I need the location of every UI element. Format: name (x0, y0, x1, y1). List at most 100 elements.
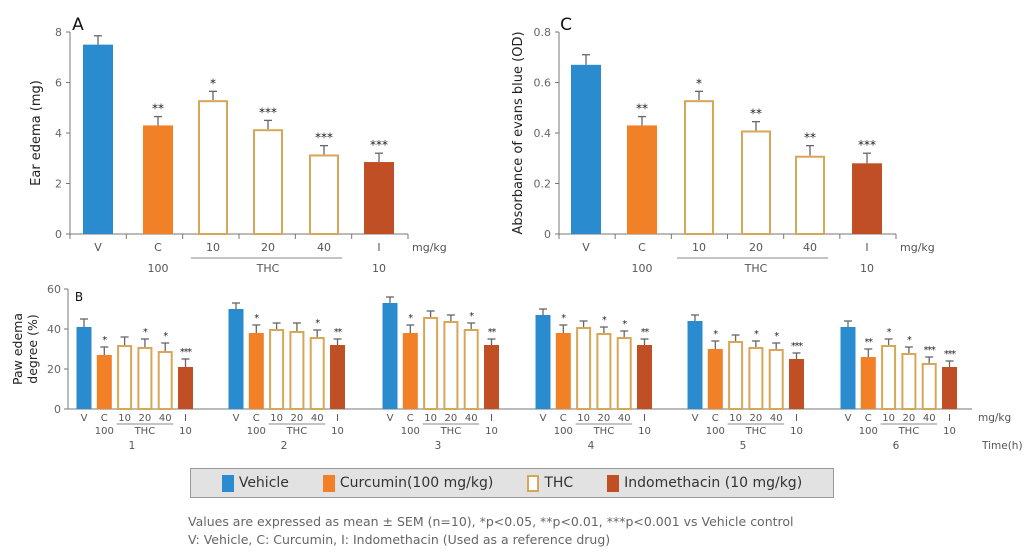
bar-10 (423, 317, 439, 410)
x-category-label: C (101, 413, 108, 424)
time-point-label: 6 (893, 440, 900, 452)
dose-label: 100 (95, 426, 114, 437)
x-category-label: 10 (424, 413, 437, 424)
x-category-label: I (795, 413, 798, 424)
x-category-label: C (712, 413, 719, 424)
x-category-label: 40 (311, 413, 324, 424)
x-category-label: V (540, 413, 547, 424)
y-tick-label: 0 (54, 403, 61, 416)
thc-group-label: THC (286, 426, 308, 437)
bar-20 (137, 347, 153, 410)
significance-label: ** (641, 327, 650, 338)
x-category-label: V (582, 241, 590, 254)
bar-V (687, 321, 703, 409)
bar-40 (795, 155, 825, 236)
bar-V (83, 44, 113, 234)
x-category-label: C (560, 413, 567, 424)
legend-item-thc: THC (527, 474, 574, 492)
legend-label: THC (544, 475, 574, 491)
dose-label: 100 (247, 426, 266, 437)
significance-label: * (163, 331, 168, 342)
time-point-label: 2 (281, 440, 288, 452)
bar-40 (768, 349, 784, 410)
dose-label: 100 (632, 262, 653, 275)
dose-label: 100 (148, 262, 169, 275)
y-tick-label: 4 (55, 127, 62, 140)
x-category-label: I (336, 413, 339, 424)
bar-C (402, 333, 418, 409)
panel-label: C (560, 15, 572, 35)
unit-label: mg/kg (900, 241, 935, 254)
x-category-label: C (407, 413, 414, 424)
significance-label: * (602, 315, 607, 326)
x-category-label: 10 (729, 413, 742, 424)
thc-group-label: THC (898, 426, 920, 437)
significance-label: *** (924, 345, 937, 356)
significance-label: *** (858, 138, 876, 152)
significance-label: ** (334, 327, 343, 338)
significance-label: * (143, 327, 148, 338)
x-category-label: 10 (692, 241, 706, 254)
dose-label: 100 (401, 426, 420, 437)
y-tick-label: 0 (55, 228, 62, 241)
bar-C (96, 355, 112, 409)
x-category-label: V (692, 413, 699, 424)
bar-V (840, 327, 856, 409)
significance-label: * (254, 313, 259, 324)
bar-10 (576, 327, 592, 410)
significance-label: *** (944, 349, 957, 360)
legend-label: Indomethacin (10 mg/kg) (624, 475, 803, 491)
significance-label: * (210, 76, 216, 90)
legend-item-indomethacin: Indomethacin (10 mg/kg) (607, 474, 803, 492)
time-axis-title: Time(h) (981, 440, 1023, 452)
bar-I (789, 359, 804, 409)
significance-label: * (408, 313, 413, 324)
unit-label: mg/kg (412, 241, 447, 254)
dose-label: 100 (554, 426, 573, 437)
thc-group-label: THC (593, 426, 615, 437)
legend-item-vehicle: Vehicle (221, 474, 289, 492)
bar-I (852, 163, 882, 234)
dose-label: 10 (331, 426, 344, 437)
panel-label: A (72, 15, 84, 35)
y-tick-label: 0.2 (534, 178, 552, 191)
significance-label: * (102, 335, 107, 346)
x-category-label: I (865, 241, 868, 254)
x-category-label: C (638, 241, 646, 254)
thc-group-label: THC (745, 426, 767, 437)
time-point-label: 4 (588, 440, 595, 452)
dose-label: 10 (372, 262, 386, 275)
x-category-label: 10 (882, 413, 895, 424)
significance-label: ** (865, 337, 874, 348)
y-tick-label: 0.4 (534, 127, 552, 140)
significance-label: *** (315, 131, 333, 145)
x-category-label: C (253, 413, 260, 424)
panel-label: B (75, 290, 83, 304)
time-point-label: 1 (129, 440, 136, 452)
x-category-label: 20 (291, 413, 304, 424)
y-tick-label: 8 (55, 26, 62, 39)
x-category-label: V (233, 413, 240, 424)
significance-label: ** (750, 107, 762, 121)
bar-10 (269, 329, 285, 410)
bar-I (942, 367, 957, 409)
bar-I (364, 162, 394, 234)
bar-10 (881, 345, 897, 410)
significance-label: ** (636, 102, 648, 116)
significance-label: * (713, 329, 718, 340)
x-category-label: 40 (465, 413, 478, 424)
significance-label: * (907, 335, 912, 346)
y-tick-label: 0.6 (534, 77, 552, 90)
x-category-label: I (184, 413, 187, 424)
bar-I (484, 345, 499, 409)
bar-20 (596, 333, 612, 410)
x-category-label: I (377, 241, 380, 254)
x-category-label: 40 (770, 413, 783, 424)
x-category-label: 20 (261, 241, 275, 254)
y-tick-label: 2 (55, 178, 62, 191)
bar-20 (443, 321, 459, 410)
bar-I (178, 367, 193, 409)
y-tick-label: 6 (55, 77, 62, 90)
footnote-stats: Values are expressed as mean ± SEM (n=10… (188, 514, 794, 529)
